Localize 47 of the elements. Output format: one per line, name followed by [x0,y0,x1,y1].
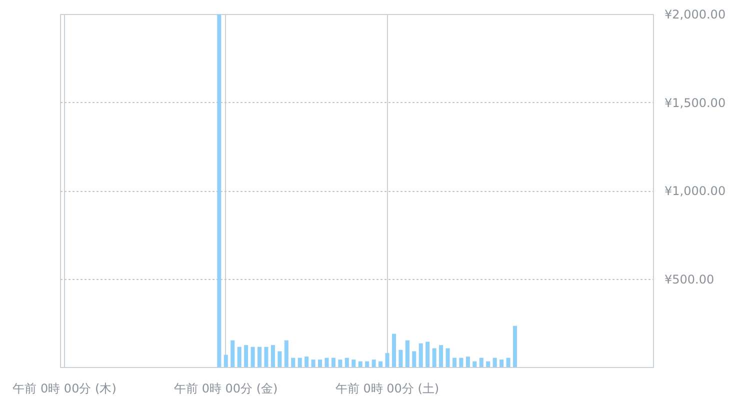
bar [311,360,316,368]
bar [284,340,288,368]
bar [492,358,497,368]
y-tick-label: ¥2,000.00 [664,8,726,22]
bar [298,358,302,368]
bar [318,360,322,368]
x-tick-label: 午前 0時 00分 (土) [335,382,440,396]
y-tick-label: ¥500.00 [664,272,714,286]
bar [405,340,410,368]
x-tick-label: 午前 0時 00分 (木) [12,382,116,396]
bar [446,348,450,368]
bar [264,346,268,368]
bar [432,348,436,368]
bar [385,353,390,368]
bar [466,356,470,368]
y-tick-label: ¥1,500.00 [664,96,726,110]
bar [224,354,228,368]
bar [230,340,235,368]
bar [439,345,444,368]
bar [338,360,342,368]
bar [412,351,416,368]
bar [426,342,430,368]
bar [331,358,336,368]
bar [237,346,242,368]
bar [304,356,309,368]
y-tick-label: ¥1,000.00 [664,184,726,198]
bar [459,358,464,368]
bar [479,358,484,368]
bar [324,358,329,368]
bar [344,358,349,368]
x-tick-label: 午前 0時 00分 (金) [174,382,278,396]
bar [500,360,504,368]
bar [398,350,403,368]
bar [452,358,457,368]
bar [217,14,222,368]
bar [372,360,376,368]
bar [257,346,262,368]
bar [418,343,423,368]
bar [278,351,282,368]
bar [352,360,356,368]
bar [392,334,396,368]
bar [270,345,275,368]
bar [506,358,510,368]
bar [512,326,518,368]
bar [250,346,255,368]
bar [244,345,248,368]
bar [291,358,296,368]
